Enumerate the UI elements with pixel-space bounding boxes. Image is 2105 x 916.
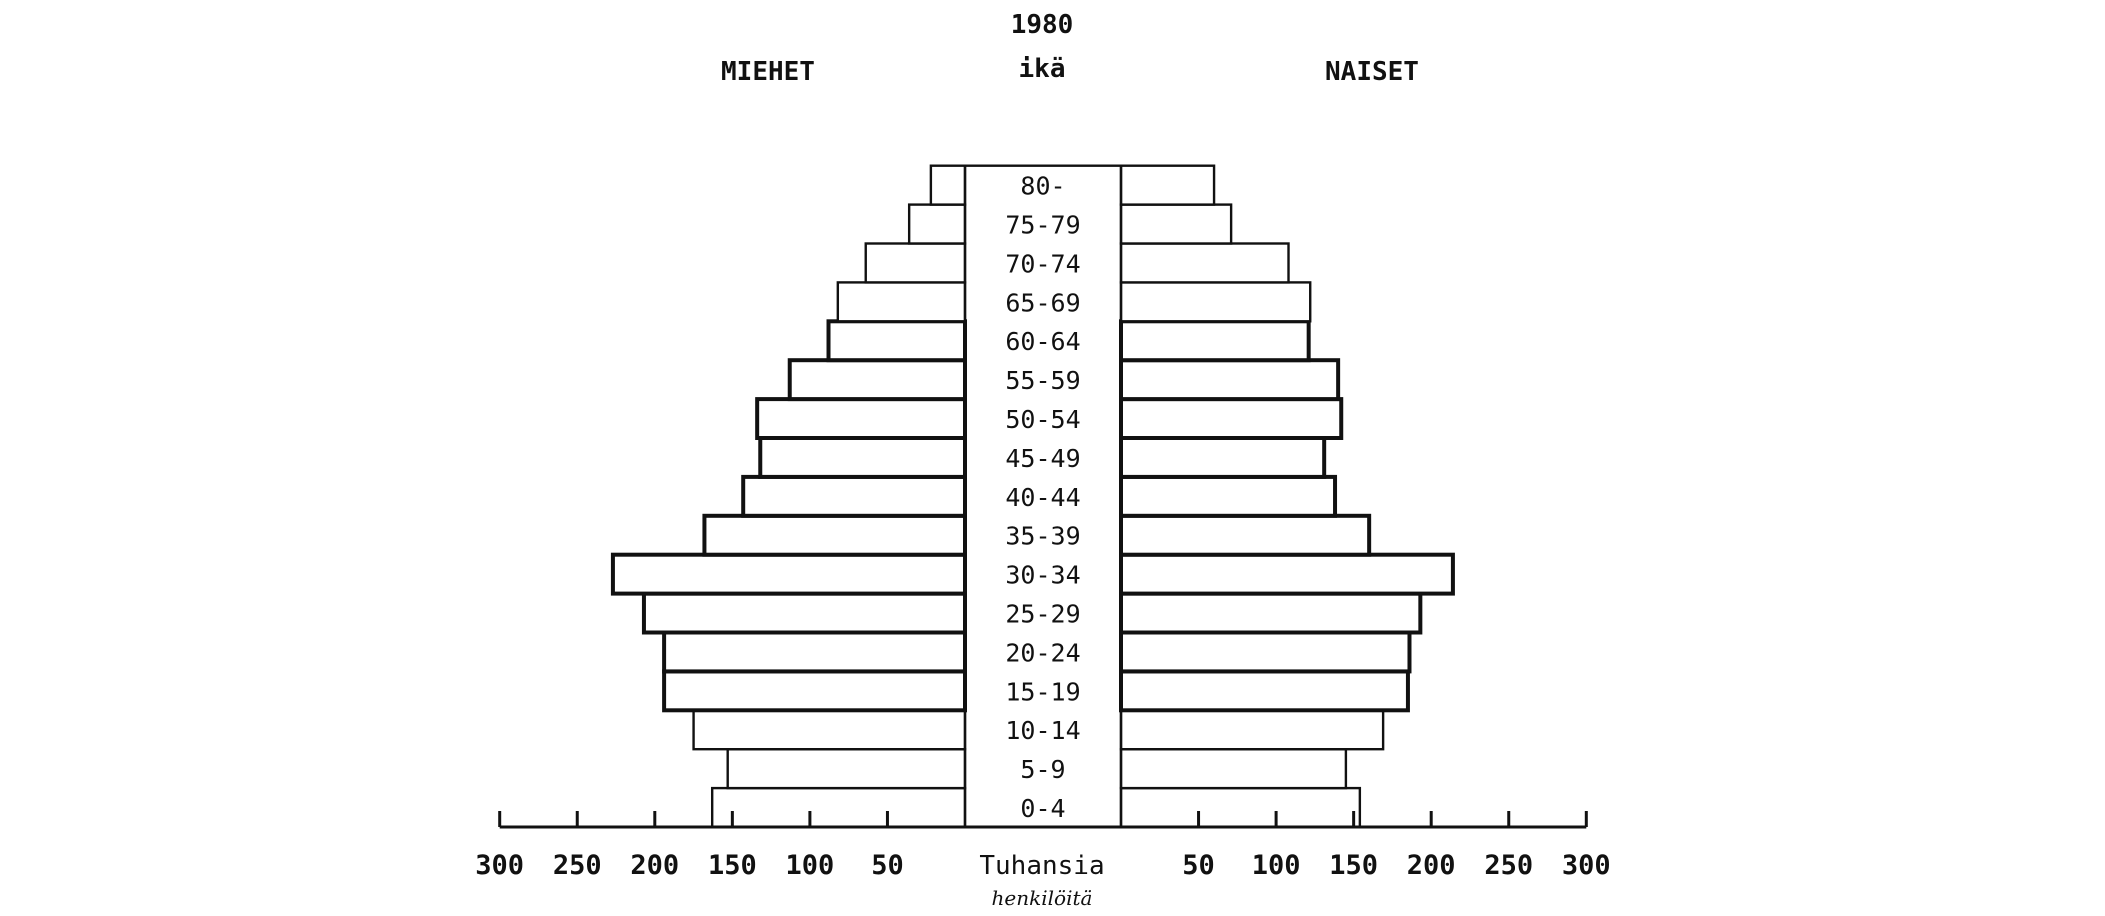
age-label-80-: 80-	[1020, 172, 1065, 201]
bar-men-70-74	[864, 242, 967, 284]
bar-women-65-69	[1119, 281, 1312, 323]
x-tick-label: 200	[630, 850, 679, 881]
x-tick-label: 250	[1484, 850, 1533, 881]
x-tick-label: 150	[708, 850, 757, 881]
x-tick-label: 200	[1407, 850, 1456, 881]
bar-men-40-44	[741, 474, 967, 518]
age-label-40-44: 40-44	[1005, 483, 1080, 512]
x-tick-label: 50	[1182, 850, 1215, 881]
age-label-5-9: 5-9	[1020, 755, 1065, 784]
bar-women-30-34	[1119, 552, 1455, 596]
x-tick-label: 150	[1329, 850, 1378, 881]
bar-men-5-9	[726, 748, 967, 790]
bar-women-60-64	[1119, 319, 1311, 363]
bar-women-10-14	[1119, 709, 1385, 751]
bar-men-0-4	[710, 786, 967, 829]
bar-women-5-9	[1119, 748, 1348, 790]
bar-women-25-29	[1119, 591, 1423, 635]
age-label-45-49: 45-49	[1005, 444, 1080, 473]
x-tick-label: 300	[1562, 850, 1611, 881]
age-label-50-54: 50-54	[1005, 405, 1080, 434]
bar-women-80-	[1119, 164, 1216, 206]
bar-women-45-49	[1119, 436, 1327, 479]
age-label-55-59: 55-59	[1005, 366, 1080, 395]
bar-men-10-14	[692, 709, 967, 751]
x-tick-label: 50	[871, 850, 904, 881]
bar-men-65-69	[836, 281, 967, 323]
bar-women-75-79	[1119, 203, 1233, 245]
x-axis: 300 250 200 150 100 50 50 100 150 200 250 300	[475, 811, 1611, 881]
age-label-25-29: 25-29	[1005, 600, 1080, 629]
bar-women-70-74	[1119, 242, 1290, 284]
x-tick-label: 300	[475, 850, 524, 881]
x-tick-label: 100	[1252, 850, 1301, 881]
bar-men-75-79	[907, 203, 967, 245]
age-label-60-64: 60-64	[1005, 327, 1080, 356]
age-header: ikä	[1019, 54, 1066, 84]
age-label-10-14: 10-14	[1005, 716, 1080, 745]
bar-men-25-29	[641, 591, 967, 635]
bar-men-20-24	[662, 630, 968, 674]
age-label-65-69: 65-69	[1005, 288, 1080, 317]
age-label-70-74: 70-74	[1005, 249, 1080, 278]
x-tick-label: 100	[786, 850, 835, 881]
bar-men-55-59	[787, 358, 967, 402]
bar-women-35-39	[1119, 513, 1372, 557]
bar-men-60-64	[826, 319, 968, 363]
bar-women-55-59	[1119, 358, 1341, 402]
bar-women-15-19	[1119, 669, 1410, 713]
age-label-0-4: 0-4	[1020, 794, 1065, 823]
x-axis-label: Tuhansia	[979, 851, 1104, 881]
women-label: NAISET	[1325, 57, 1419, 87]
chart-title: 1980	[1011, 10, 1074, 40]
bar-men-15-19	[662, 669, 968, 713]
bar-women-40-44	[1119, 474, 1338, 518]
age-label-30-34: 30-34	[1005, 561, 1080, 590]
x-axis-note: henkilöitä	[992, 886, 1093, 910]
men-label: MIEHET	[721, 57, 815, 87]
bar-women-50-54	[1119, 397, 1344, 441]
age-label-35-39: 35-39	[1005, 522, 1080, 551]
age-label-15-19: 15-19	[1005, 677, 1080, 706]
bar-men-50-54	[755, 397, 968, 441]
bar-men-80-	[929, 164, 967, 206]
bar-men-30-34	[610, 552, 967, 596]
bar-women-0-4	[1119, 786, 1362, 829]
bar-men-45-49	[758, 436, 967, 479]
age-labels: 0-4 5-9 10-14 15-19 20-24 25-29 30-34 35-39 40-4…	[1005, 172, 1080, 823]
bar-women-20-24	[1119, 630, 1412, 674]
age-label-75-79: 75-79	[1005, 211, 1080, 240]
age-label-20-24: 20-24	[1005, 638, 1080, 667]
x-tick-label: 250	[553, 850, 602, 881]
bar-men-35-39	[702, 513, 967, 557]
